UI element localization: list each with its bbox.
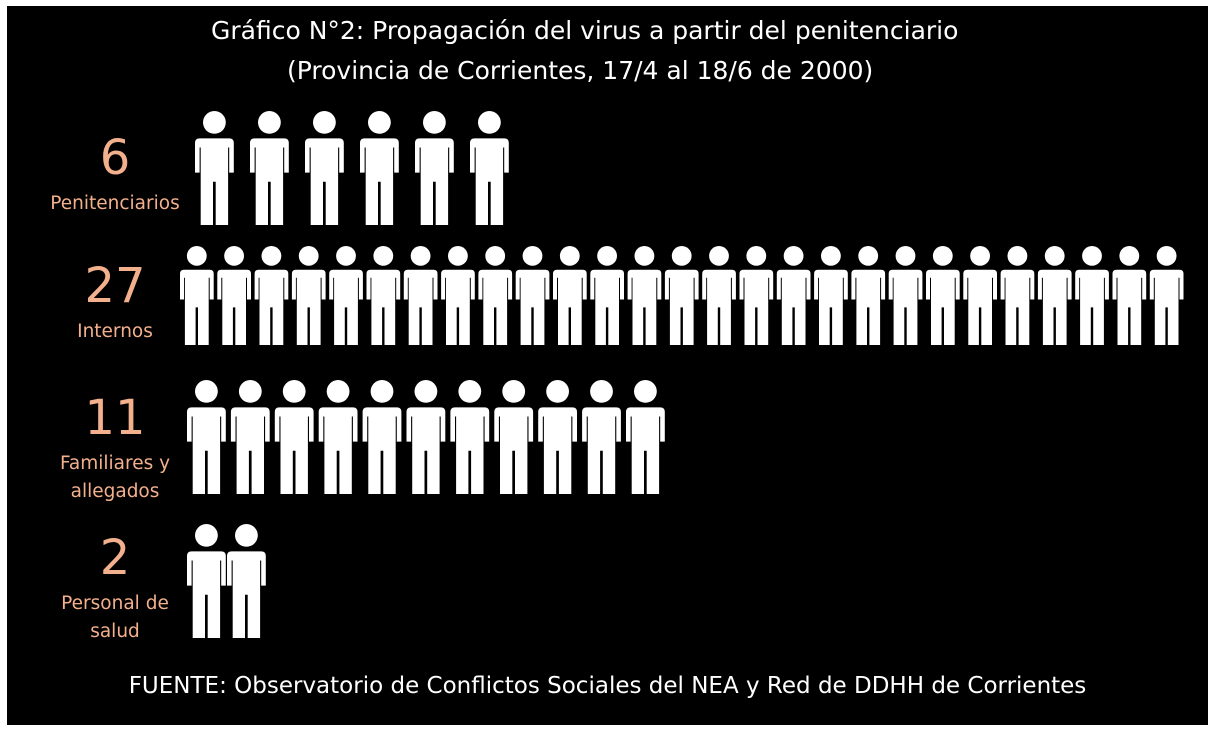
person-icon xyxy=(702,246,736,345)
person-icon xyxy=(776,246,811,345)
person-icon xyxy=(187,524,226,638)
person-icon xyxy=(254,246,289,345)
category-label-line: allegados xyxy=(70,481,160,502)
person-icon xyxy=(230,380,270,494)
category-label: Internos xyxy=(30,318,200,346)
person-icon xyxy=(626,380,665,494)
person-icon xyxy=(329,246,363,345)
person-icon xyxy=(926,246,960,345)
person-icon xyxy=(851,246,886,345)
person-icon xyxy=(888,246,923,345)
pictograph-icons xyxy=(180,111,1184,638)
person-icon xyxy=(963,246,997,345)
person-icon xyxy=(470,111,509,225)
value-label: 27 xyxy=(84,258,146,314)
person-icon xyxy=(590,246,624,345)
person-icon xyxy=(227,524,266,638)
person-icon xyxy=(318,380,358,494)
person-icon xyxy=(274,380,314,494)
person-icon xyxy=(739,246,774,345)
person-icon xyxy=(450,380,490,494)
person-icon xyxy=(187,380,226,494)
person-icon xyxy=(415,111,454,225)
category-label: Penitenciarios xyxy=(30,190,200,218)
person-icon xyxy=(305,111,344,225)
chart-subtitle: (Provincia de Corrientes, 17/4 al 18/6 d… xyxy=(287,56,874,85)
person-icon xyxy=(441,246,475,345)
person-icon xyxy=(1075,246,1109,345)
category-label-line: salud xyxy=(90,621,140,642)
category-label: Personal de salud xyxy=(30,590,200,646)
category-label: Familiares y allegados xyxy=(30,450,200,506)
value-label: 6 xyxy=(99,130,131,186)
person-icon xyxy=(366,246,401,345)
person-icon xyxy=(180,246,214,345)
value-label: 2 xyxy=(99,530,131,586)
value-label: 11 xyxy=(84,390,146,446)
person-icon xyxy=(515,246,550,345)
person-icon xyxy=(538,380,577,494)
person-icon xyxy=(403,246,438,345)
person-icon xyxy=(664,246,699,345)
person-icon xyxy=(627,246,662,345)
person-icon xyxy=(553,246,587,345)
person-icon xyxy=(582,380,621,494)
person-icon xyxy=(478,246,513,345)
person-icon xyxy=(250,111,289,225)
person-icon xyxy=(217,246,251,345)
person-icon xyxy=(195,111,234,225)
category-label-line: Familiares y xyxy=(59,453,171,474)
category-label-line: Personal de xyxy=(61,593,169,614)
category-label-line: Penitenciarios xyxy=(50,193,180,214)
chart-canvas: Gráfico N°2: Propagación del virus a par… xyxy=(7,6,1208,725)
person-icon xyxy=(362,380,402,494)
person-icon xyxy=(406,380,446,494)
person-icon xyxy=(291,246,326,345)
person-icon xyxy=(814,246,848,345)
person-icon xyxy=(1149,246,1184,345)
person-icon xyxy=(1112,246,1147,345)
source-note: FUENTE: Observatorio de Conflictos Socia… xyxy=(128,673,1087,699)
person-icon xyxy=(360,111,399,225)
person-icon xyxy=(1037,246,1072,345)
category-label-line: Internos xyxy=(77,321,153,342)
person-icon xyxy=(494,380,534,494)
chart-title: Gráfico N°2: Propagación del virus a par… xyxy=(211,16,959,45)
person-icon xyxy=(1000,246,1035,345)
